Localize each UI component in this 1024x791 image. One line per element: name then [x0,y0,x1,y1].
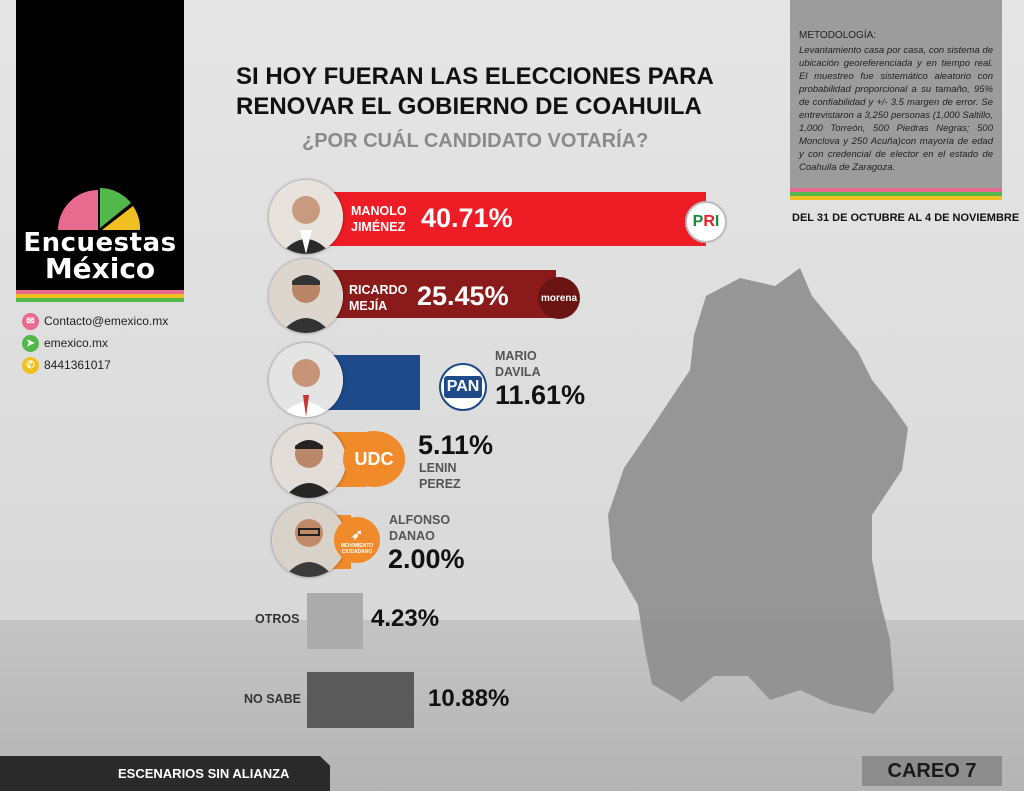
name-mario-davila-first: MARIO [495,349,537,363]
name-ricardo-mejia-last: MEJÍA [349,299,388,313]
chart-title-line1: SI HOY FUERAN LAS ELECCIONES PARA [236,63,714,90]
name-lenin-perez: LENIN PEREZ [419,460,461,492]
cursor-icon: ➤ [22,334,39,352]
brand-logo-icon [58,188,141,230]
logo-panel: Encuestas México [16,0,184,290]
value-label-lenin-perez: 5.11% [418,430,494,460]
photo-mario-davila [269,343,343,417]
name-manolo-jimenez-first: MANOLO [351,204,407,218]
movimiento-ciudadano-logo-icon: ➶ MOVIMIENTO CIUDADANO [334,517,380,563]
methodology-box: METODOLOGÍA: Levantamiento casa por casa… [790,0,1002,188]
name-alfonso-danao-last: DANAO [389,529,435,543]
contact-website[interactable]: ➤ emexico.mx [22,333,108,353]
pri-logo-icon: PRI [685,201,727,243]
contact-website-text: emexico.mx [44,336,109,350]
bar-otros [307,593,363,649]
name-lenin-perez-last: PEREZ [419,477,461,491]
morena-logo-icon: morena [538,277,580,319]
name-ricardo-mejia-first: RICARDO [349,283,408,297]
photo-lenin-perez [272,424,346,498]
methodology-text: Levantamiento casa por casa, con sistema… [799,45,993,173]
value-label-ricardo-mejia: 25.45% [417,281,509,311]
bar-no-sabe [307,672,414,728]
bar-ricardo-mejia [306,270,557,318]
photo-alfonso-danao [272,503,346,577]
methodology-title: METODOLOGÍA: [799,30,877,41]
pan-logo-icon: PAN [439,363,487,411]
category-label-otros: OTROS [255,612,300,626]
footer-scenario-label: ESCENARIOS SIN ALIANZA [118,766,290,781]
contact-phone-text: 8441361017 [44,358,111,372]
footer-careo-box [862,756,1002,786]
footer-scenario-bar [0,756,330,791]
bar-manolo-jimenez [306,192,706,246]
survey-dates: DEL 31 DE OCTUBRE AL 4 DE NOVIEMBRE [792,212,1020,224]
name-manolo-jimenez-last: JIMÉNEZ [351,220,406,234]
brand-name-line1: Encuestas [23,228,177,258]
value-label-alfonso-danao: 2.00% [388,544,465,574]
name-mario-davila: MARIO DAVILA [495,348,541,380]
phone-icon: ✆ [22,356,39,374]
name-alfonso-danao: ALFONSO DANAO [389,512,450,544]
contact-phone[interactable]: ✆ 8441361017 [22,355,111,375]
methodology-stripes [790,188,1002,200]
value-label-no-sabe: 10.88% [428,685,510,712]
contact-email[interactable]: ✉ Contacto@emexico.mx [22,311,168,331]
name-ricardo-mejia: RICARDO MEJÍA [349,282,407,314]
name-mario-davila-last: DAVILA [495,365,541,379]
name-manolo-jimenez: MANOLO JIMÉNEZ [351,203,407,235]
chart-subtitle: ¿POR CUÁL CANDIDATO VOTARÍA? [302,130,649,152]
category-label-no-sabe: NO SABE [244,692,301,706]
value-label-manolo-jimenez: 40.71% [421,203,513,233]
name-lenin-perez-first: LENIN [419,461,457,475]
contact-email-text: Contacto@emexico.mx [44,314,169,328]
value-label-otros: 4.23% [371,605,440,632]
photo-ricardo-mejia [269,259,343,333]
footer-careo-label: CAREO 7 [887,760,977,782]
photo-manolo-jimenez [269,180,343,254]
chart-title-line2: RENOVAR EL GOBIERNO DE COAHUILA [236,93,702,120]
brand-stripes [16,290,184,302]
name-alfonso-danao-first: ALFONSO [389,513,451,527]
brand-name-line2: México [44,252,156,285]
mail-icon: ✉ [22,312,39,330]
value-label-mario-davila: 11.61% [495,380,586,410]
udc-logo-icon: UDC [343,431,405,487]
